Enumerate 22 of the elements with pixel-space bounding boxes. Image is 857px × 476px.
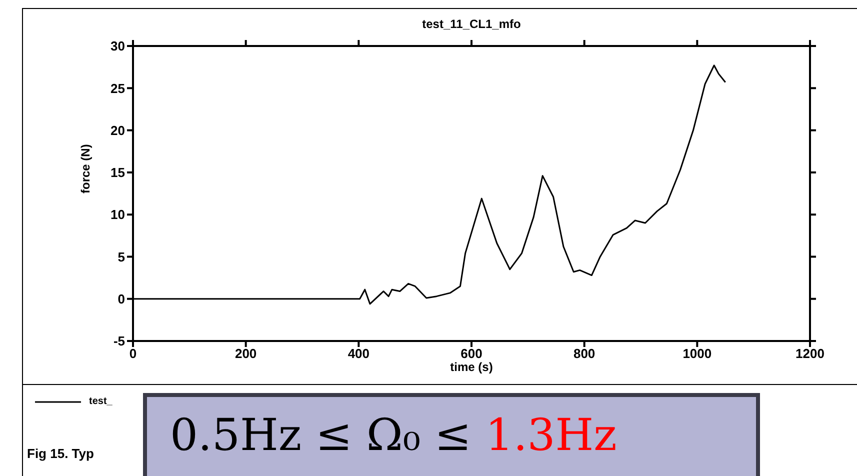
chart-title: test_11_CL1_mfo bbox=[421, 17, 522, 31]
x-tick-label: 1200 bbox=[796, 346, 824, 362]
x-tick-label: 200 bbox=[234, 346, 257, 362]
x-axis-title: time (s) bbox=[450, 360, 493, 374]
y-tick-label: 10 bbox=[110, 207, 125, 222]
text: 0.5Hz ≤ Ω₀ ≤ bbox=[170, 410, 472, 461]
y-tick-label: 20 bbox=[110, 122, 125, 138]
text: 1.3Hz bbox=[484, 410, 617, 461]
y-tick-label: 15 bbox=[110, 165, 125, 180]
y-tick-label: -5 bbox=[113, 334, 125, 349]
x-tick-label: 1000 bbox=[682, 346, 712, 362]
caption: Fig 15. Typ bbox=[27, 446, 94, 461]
y-tick-label: 0 bbox=[118, 291, 125, 306]
y-tick-label: 30 bbox=[110, 38, 125, 54]
x-tick-label: 0 bbox=[129, 346, 137, 362]
x-tick-label: 600 bbox=[460, 346, 482, 362]
x-tick-label: 800 bbox=[573, 346, 596, 362]
y-axis-title: force (N) bbox=[78, 144, 92, 194]
x-tick-label: 400 bbox=[348, 346, 370, 362]
y-tick-label: 5 bbox=[118, 249, 125, 264]
legend-label: test_ bbox=[89, 396, 112, 407]
y-tick-label: 25 bbox=[110, 80, 125, 96]
